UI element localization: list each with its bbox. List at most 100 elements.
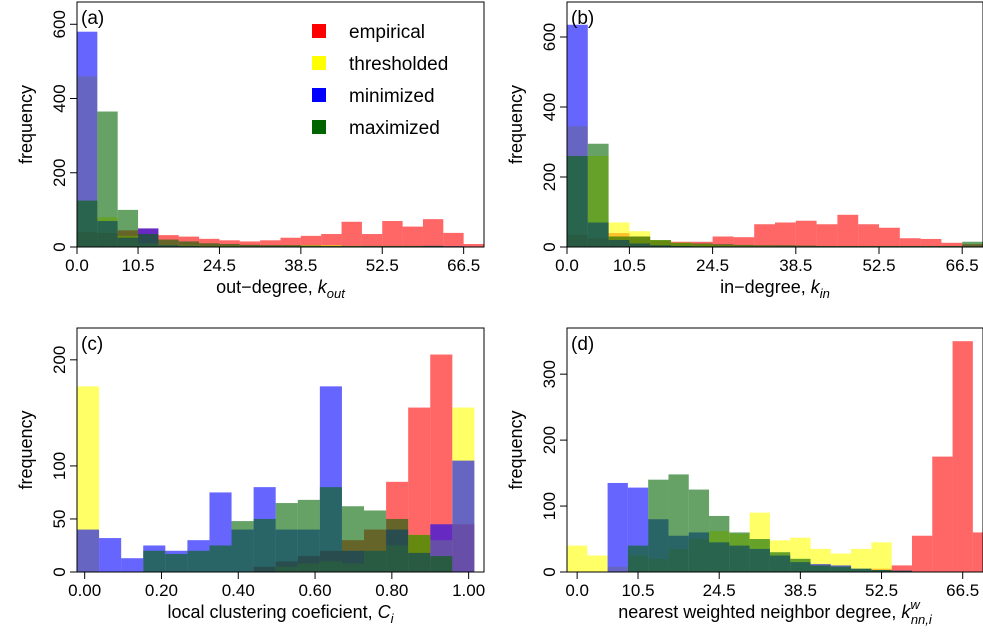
bar-maximized-3 bbox=[138, 234, 159, 247]
bar-maximized-7 bbox=[712, 244, 734, 247]
y-axis-label: frequency bbox=[506, 410, 526, 489]
bar-empirical-10 bbox=[775, 222, 796, 247]
x-tick-label: 66.5 bbox=[946, 581, 979, 600]
bar-empirical-13 bbox=[341, 221, 362, 247]
bar-thresholded-0 bbox=[567, 545, 588, 572]
legend-swatch-minimized bbox=[312, 88, 326, 102]
x-tick-label: 38.5 bbox=[779, 256, 812, 275]
bar-empirical-16 bbox=[899, 238, 921, 247]
bar-empirical-7 bbox=[712, 236, 734, 247]
y-tick-label: 200 bbox=[540, 426, 559, 454]
x-tick-label: 66.5 bbox=[447, 256, 480, 275]
bar-empirical-8 bbox=[239, 241, 261, 247]
bar-maximized-7 bbox=[219, 244, 240, 247]
bar-maximized-10 bbox=[297, 499, 320, 572]
bars-2 bbox=[77, 354, 475, 572]
bar-empirical-16 bbox=[430, 354, 453, 572]
x-axis-label: local clustering coeficient, Ci bbox=[168, 602, 395, 626]
y-tick-label: 400 bbox=[540, 93, 559, 121]
x-tick-label: 0.0 bbox=[565, 581, 589, 600]
panel-label: (b) bbox=[571, 8, 594, 29]
panel-2: 0.00 0.20 0.40 0.60 0.80 1.00 0 50 100 200 frequen… bbox=[16, 327, 485, 626]
bar-maximized-6 bbox=[199, 243, 220, 247]
bar-empirical-9 bbox=[754, 224, 775, 247]
bar-maximized-10 bbox=[769, 552, 791, 572]
legend-swatch-maximized bbox=[312, 120, 326, 134]
bar-empirical-9 bbox=[260, 240, 281, 247]
bar-maximized-3 bbox=[627, 545, 649, 572]
bar-maximized-3 bbox=[629, 236, 651, 247]
bar-empirical-15 bbox=[408, 407, 431, 572]
x-tick-label: 24.5 bbox=[696, 256, 729, 275]
bar-maximized-15 bbox=[879, 245, 900, 247]
bar-empirical-7 bbox=[219, 240, 240, 247]
bar-maximized-9 bbox=[749, 539, 770, 572]
legend-label-thresholded: thresholded bbox=[349, 54, 448, 75]
x-axis-label: nearest weighted neighbor degree, kw nn,i bbox=[618, 597, 933, 627]
x-tick-label: 52.5 bbox=[366, 256, 399, 275]
bar-empirical-20 bbox=[972, 532, 983, 572]
panel-label: (d) bbox=[571, 334, 594, 355]
y-axis-label: frequency bbox=[16, 85, 36, 164]
y-tick-label: 400 bbox=[50, 84, 69, 112]
panel-1: 0.0 10.5 24.5 38.5 52.5 66.5 0 200 400 600 frequen… bbox=[506, 1, 983, 301]
bar-maximized-18 bbox=[941, 245, 963, 247]
bar-thresholded-0 bbox=[77, 386, 100, 572]
y-tick-label: 200 bbox=[540, 163, 559, 191]
bar-empirical-19 bbox=[463, 244, 484, 247]
x-tick-label: 52.5 bbox=[865, 581, 898, 600]
bar-maximized-15 bbox=[871, 570, 892, 572]
bar-maximized-17 bbox=[422, 245, 444, 247]
bar-maximized-14 bbox=[386, 518, 409, 572]
y-tick-label: 0 bbox=[540, 242, 559, 251]
bar-maximized-9 bbox=[260, 245, 281, 247]
bar-maximized-13 bbox=[364, 510, 387, 572]
bar-maximized-12 bbox=[321, 245, 342, 247]
bar-maximized-14 bbox=[361, 245, 383, 247]
x-tick-label: 0.60 bbox=[299, 581, 332, 600]
plot-frame bbox=[76, 327, 485, 573]
bar-empirical-17 bbox=[920, 238, 942, 247]
bar-maximized-2 bbox=[608, 236, 630, 247]
x-tick-label: 10.5 bbox=[621, 581, 654, 600]
bar-thresholded-14 bbox=[851, 548, 872, 572]
x-tick-label: 10.5 bbox=[122, 256, 155, 275]
bar-maximized-12 bbox=[341, 506, 365, 572]
bar-thresholded-1 bbox=[587, 555, 608, 572]
bar-empirical-12 bbox=[816, 224, 838, 247]
bar-maximized-11 bbox=[795, 245, 817, 247]
plot-frame bbox=[76, 1, 485, 248]
y-tick-label: 0 bbox=[50, 567, 69, 576]
x-tick-label: 24.5 bbox=[203, 256, 236, 275]
bar-maximized-12 bbox=[816, 245, 838, 247]
bar-maximized-12 bbox=[810, 565, 831, 572]
x-tick-label: 52.5 bbox=[862, 256, 895, 275]
y-tick-label: 50 bbox=[50, 509, 69, 528]
bar-maximized-8 bbox=[733, 244, 755, 247]
bar-empirical-14 bbox=[858, 224, 879, 247]
bar-maximized-8 bbox=[239, 244, 261, 247]
bar-empirical-12 bbox=[321, 234, 342, 247]
bar-minimized-2 bbox=[121, 558, 144, 572]
panel-label: (c) bbox=[81, 334, 103, 355]
bar-maximized-0 bbox=[567, 156, 588, 247]
bar-maximized-8 bbox=[253, 518, 276, 572]
x-tick-label: 24.5 bbox=[703, 581, 736, 600]
bar-maximized-9 bbox=[275, 503, 298, 572]
bar-maximized-0 bbox=[77, 200, 98, 247]
y-tick-label: 600 bbox=[50, 10, 69, 38]
x-axis-label: in−degree, kin bbox=[720, 277, 830, 301]
plot-frame bbox=[566, 1, 983, 248]
bar-maximized-7 bbox=[709, 515, 730, 572]
bar-maximized-4 bbox=[648, 479, 669, 572]
bar-maximized-5 bbox=[178, 241, 200, 247]
y-tick-label: 200 bbox=[50, 159, 69, 187]
bar-maximized-2 bbox=[117, 209, 139, 247]
y-tick-label: 100 bbox=[50, 452, 69, 480]
legend-label-maximized: maximized bbox=[349, 118, 440, 139]
bar-thresholded-15 bbox=[871, 542, 892, 572]
bar-maximized-5 bbox=[187, 550, 210, 572]
bar-minimized-0 bbox=[77, 529, 100, 572]
legend-label-empirical: empirical bbox=[349, 22, 425, 43]
